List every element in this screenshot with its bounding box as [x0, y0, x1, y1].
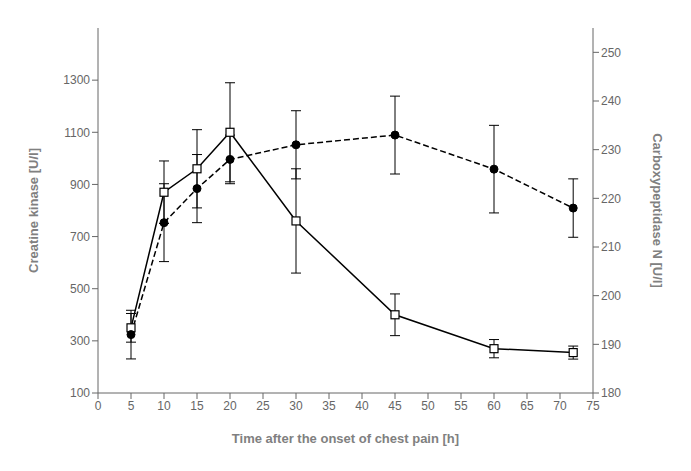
svg-text:0: 0 [95, 399, 102, 413]
svg-text:70: 70 [553, 399, 567, 413]
svg-text:180: 180 [601, 386, 621, 400]
svg-text:200: 200 [601, 289, 621, 303]
svg-text:45: 45 [388, 399, 402, 413]
svg-text:900: 900 [70, 178, 90, 192]
svg-text:50: 50 [421, 399, 435, 413]
svg-text:210: 210 [601, 240, 621, 254]
svg-text:65: 65 [520, 399, 534, 413]
svg-text:10: 10 [157, 399, 171, 413]
svg-text:5: 5 [128, 399, 135, 413]
svg-text:Carboxypeptidase N [U/l]: Carboxypeptidase N [U/l] [650, 133, 665, 288]
svg-text:15: 15 [190, 399, 204, 413]
svg-text:75: 75 [586, 399, 600, 413]
svg-text:35: 35 [322, 399, 336, 413]
svg-text:240: 240 [601, 94, 621, 108]
svg-text:230: 230 [601, 143, 621, 157]
svg-text:500: 500 [70, 282, 90, 296]
svg-text:100: 100 [70, 386, 90, 400]
svg-text:700: 700 [70, 230, 90, 244]
svg-text:60: 60 [487, 399, 501, 413]
svg-text:190: 190 [601, 338, 621, 352]
svg-text:55: 55 [454, 399, 468, 413]
svg-text:Time after the onset of chest: Time after the onset of chest pain [h] [232, 431, 459, 446]
svg-text:1300: 1300 [63, 73, 90, 87]
svg-text:20: 20 [223, 399, 237, 413]
svg-text:220: 220 [601, 192, 621, 206]
svg-text:40: 40 [355, 399, 369, 413]
svg-text:300: 300 [70, 334, 90, 348]
svg-text:250: 250 [601, 46, 621, 60]
svg-text:1100: 1100 [64, 126, 90, 140]
svg-text:Creatine kinase [U/l]: Creatine kinase [U/l] [26, 148, 41, 273]
svg-text:30: 30 [289, 399, 303, 413]
svg-text:25: 25 [256, 399, 270, 413]
